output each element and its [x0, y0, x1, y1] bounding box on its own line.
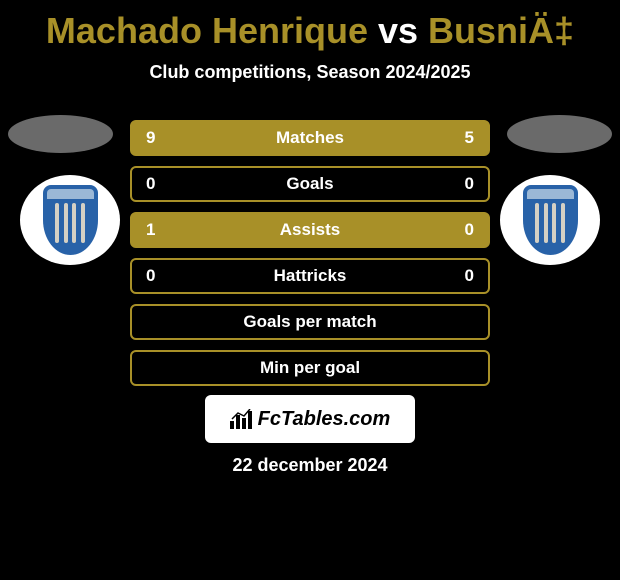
fctables-badge: FcTables.com: [205, 395, 415, 443]
stat-row-min-per-goal: Min per goal: [130, 350, 490, 386]
stat-row-hattricks: 0 Hattricks 0: [130, 258, 490, 294]
shield-col: [561, 203, 565, 243]
shield-col: [535, 203, 539, 243]
stat-label: Hattricks: [274, 266, 347, 286]
stat-left-value: 0: [146, 174, 155, 194]
badge-ellipse-left: [8, 115, 113, 153]
subtitle: Club competitions, Season 2024/2025: [0, 62, 620, 83]
shield-col: [81, 203, 85, 243]
stat-label: Goals: [286, 174, 333, 194]
chart-icon: [230, 409, 254, 429]
shield-col: [55, 203, 59, 243]
stat-left-value: 0: [146, 266, 155, 286]
shield-col: [552, 203, 556, 243]
shield-col: [544, 203, 548, 243]
stat-right-value: 5: [465, 128, 474, 148]
stat-label: Goals per match: [243, 312, 376, 332]
shield-inner: [533, 203, 568, 243]
stat-row-matches: 9 Matches 5: [130, 120, 490, 156]
shield-icon: [43, 185, 98, 255]
stat-left-value: 9: [146, 128, 155, 148]
stat-row-goals: 0 Goals 0: [130, 166, 490, 202]
stat-right-value: 0: [465, 266, 474, 286]
badge-ellipse-right: [507, 115, 612, 153]
page-title: Machado Henrique vs BusniÄ‡: [0, 0, 620, 52]
stats-area: 9 Matches 5 0 Goals 0 1 Assists 0 0 Hatt…: [130, 120, 490, 396]
team-logo-right: [500, 175, 600, 265]
shield-inner: [53, 203, 88, 243]
vs-text: vs: [368, 10, 428, 51]
stat-label: Matches: [276, 128, 344, 148]
stat-label: Min per goal: [260, 358, 360, 378]
shield-icon: [523, 185, 578, 255]
team-logo-left: [20, 175, 120, 265]
stat-right-value: 0: [465, 220, 474, 240]
stat-row-assists: 1 Assists 0: [130, 212, 490, 248]
fctables-text: FcTables.com: [258, 408, 391, 431]
date-text: 22 december 2024: [232, 455, 387, 476]
shield-col: [72, 203, 76, 243]
shield-col: [64, 203, 68, 243]
infographic-container: Machado Henrique vs BusniÄ‡ Club competi…: [0, 0, 620, 580]
stat-left-value: 1: [146, 220, 155, 240]
stat-label: Assists: [280, 220, 340, 240]
player1-name: Machado Henrique: [46, 10, 368, 51]
stat-row-goals-per-match: Goals per match: [130, 304, 490, 340]
player2-name: BusniÄ‡: [428, 10, 574, 51]
stat-right-value: 0: [465, 174, 474, 194]
